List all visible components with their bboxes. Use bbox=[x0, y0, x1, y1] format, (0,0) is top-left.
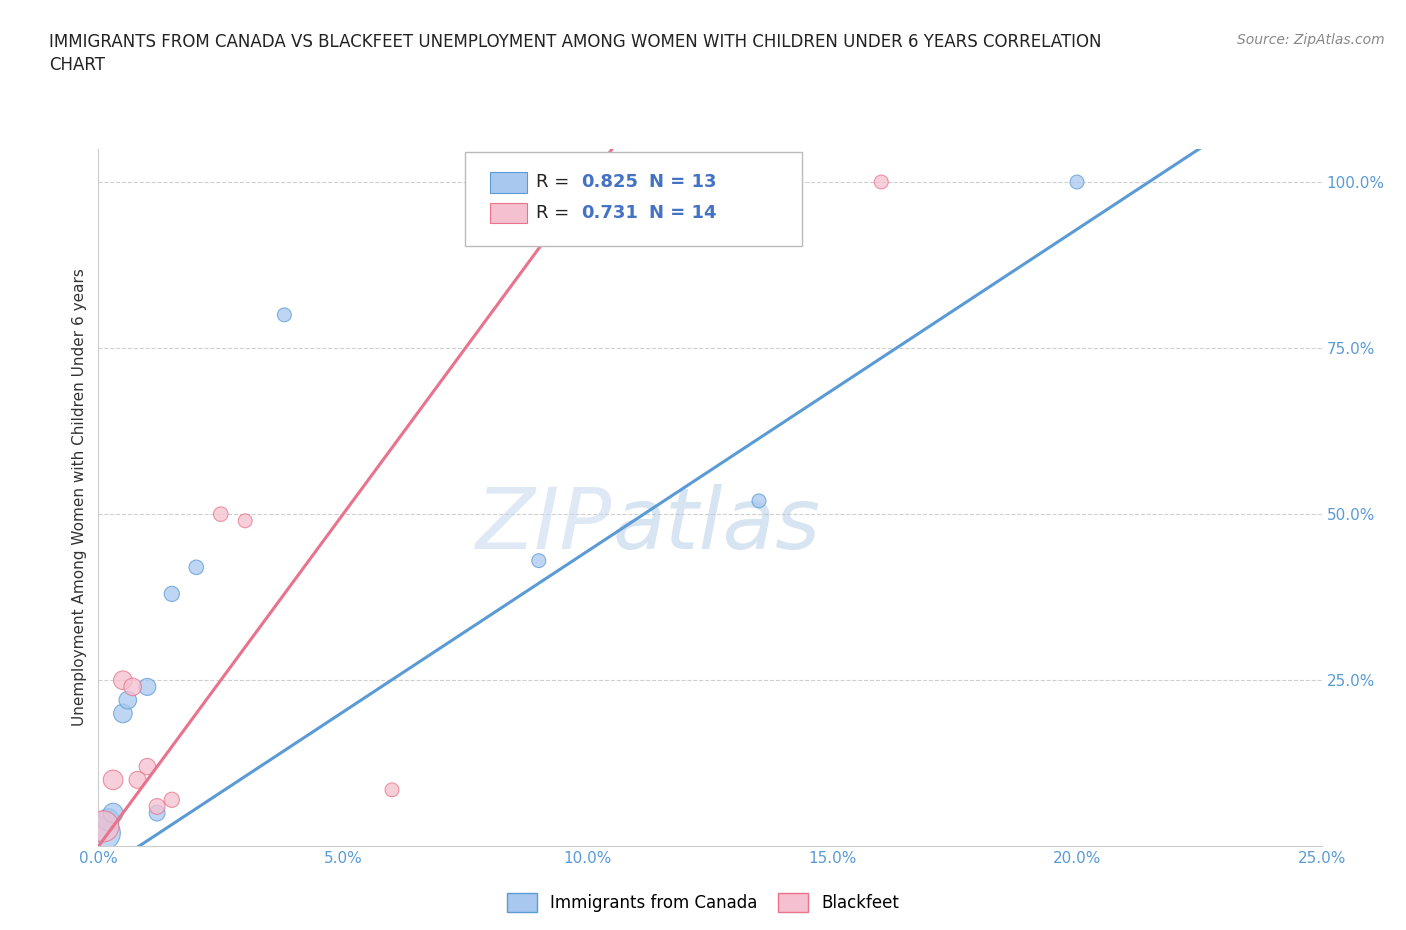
Text: R =: R = bbox=[536, 173, 575, 192]
Point bbox=[146, 805, 169, 820]
Point bbox=[273, 308, 295, 323]
Point bbox=[101, 805, 124, 820]
FancyBboxPatch shape bbox=[465, 153, 801, 246]
Point bbox=[101, 773, 124, 788]
Point bbox=[527, 175, 550, 190]
Point bbox=[381, 782, 404, 797]
Point bbox=[97, 812, 120, 827]
Point bbox=[117, 693, 139, 708]
Text: Source: ZipAtlas.com: Source: ZipAtlas.com bbox=[1237, 33, 1385, 46]
Point bbox=[146, 799, 169, 814]
Point bbox=[160, 792, 183, 807]
FancyBboxPatch shape bbox=[489, 172, 526, 193]
Text: R =: R = bbox=[536, 204, 575, 222]
Text: IMMIGRANTS FROM CANADA VS BLACKFEET UNEMPLOYMENT AMONG WOMEN WITH CHILDREN UNDER: IMMIGRANTS FROM CANADA VS BLACKFEET UNEM… bbox=[49, 33, 1102, 50]
Point bbox=[91, 826, 114, 841]
Text: N = 13: N = 13 bbox=[648, 173, 717, 192]
Text: atlas: atlas bbox=[612, 484, 820, 567]
Point bbox=[1066, 175, 1088, 190]
Point bbox=[553, 175, 575, 190]
Point bbox=[111, 672, 134, 687]
Point bbox=[127, 773, 149, 788]
Point bbox=[160, 587, 183, 602]
Point bbox=[136, 680, 159, 695]
Point bbox=[870, 175, 893, 190]
Point bbox=[748, 494, 770, 509]
Point bbox=[233, 513, 256, 528]
Point bbox=[136, 759, 159, 774]
Text: ZIP: ZIP bbox=[475, 484, 612, 567]
Point bbox=[91, 819, 114, 834]
Point bbox=[121, 680, 143, 695]
Text: 0.825: 0.825 bbox=[582, 173, 638, 192]
Point bbox=[111, 706, 134, 721]
Point bbox=[527, 553, 550, 568]
Legend: Immigrants from Canada, Blackfeet: Immigrants from Canada, Blackfeet bbox=[508, 893, 898, 912]
Text: 0.731: 0.731 bbox=[582, 204, 638, 222]
Text: N = 14: N = 14 bbox=[648, 204, 717, 222]
Text: CHART: CHART bbox=[49, 56, 105, 73]
Point bbox=[209, 507, 232, 522]
Point bbox=[186, 560, 208, 575]
Y-axis label: Unemployment Among Women with Children Under 6 years: Unemployment Among Women with Children U… bbox=[72, 269, 87, 726]
FancyBboxPatch shape bbox=[489, 203, 526, 223]
